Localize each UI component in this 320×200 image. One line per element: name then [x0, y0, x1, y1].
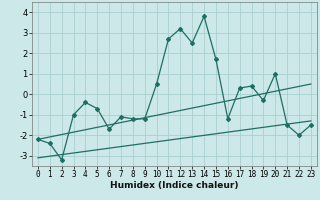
X-axis label: Humidex (Indice chaleur): Humidex (Indice chaleur) — [110, 181, 239, 190]
